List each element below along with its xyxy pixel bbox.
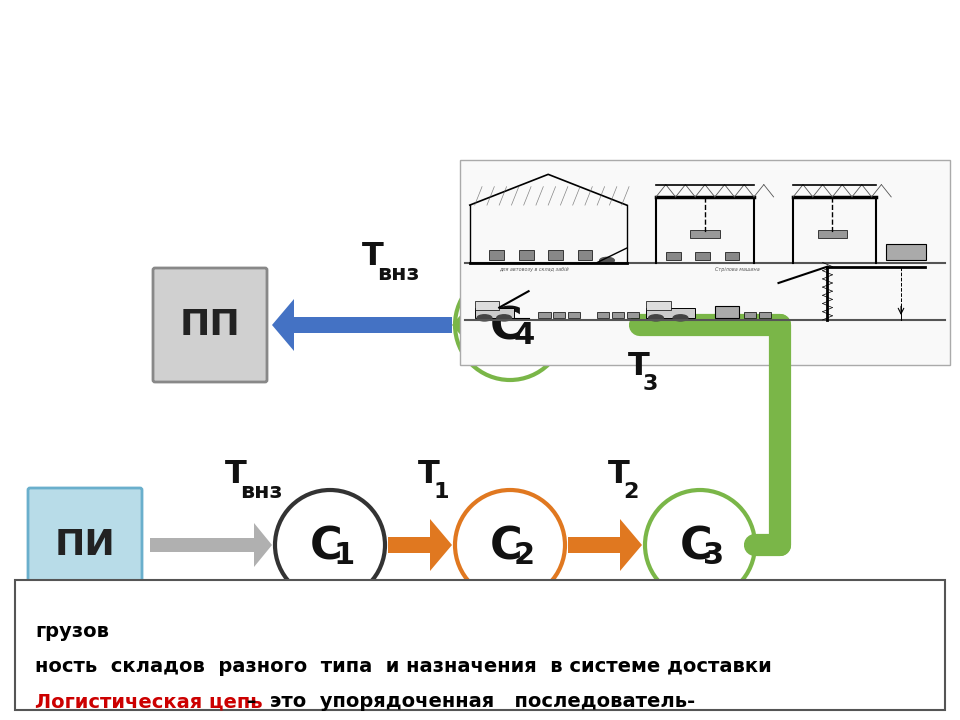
Text: 3: 3 — [704, 541, 725, 570]
Text: ПП: ПП — [180, 308, 240, 342]
Text: 3: 3 — [643, 374, 659, 394]
FancyBboxPatch shape — [460, 160, 950, 365]
Polygon shape — [452, 299, 640, 351]
Text: грузов: грузов — [35, 622, 109, 641]
Text: 2: 2 — [623, 482, 638, 502]
Text: внз: внз — [240, 482, 282, 502]
Text: внз: внз — [377, 264, 420, 284]
Text: Логистическая цепь: Логистическая цепь — [35, 692, 263, 711]
Circle shape — [455, 270, 565, 380]
Text: С: С — [490, 526, 522, 569]
Text: С: С — [310, 526, 343, 569]
FancyBboxPatch shape — [28, 488, 142, 602]
Text: С: С — [490, 305, 522, 348]
Text: Т: Т — [608, 459, 630, 490]
Text: ПИ: ПИ — [55, 528, 115, 562]
Text: ность  складов  разного  типа  и назначения  в системе доставки: ность складов разного типа и назначения … — [35, 657, 772, 676]
Polygon shape — [388, 519, 452, 571]
Text: Т: Т — [628, 351, 650, 382]
Circle shape — [275, 490, 385, 600]
Text: С: С — [680, 526, 712, 569]
FancyBboxPatch shape — [15, 580, 945, 710]
Text: 2: 2 — [514, 541, 535, 570]
Circle shape — [645, 490, 755, 600]
Text: Т: Т — [225, 459, 247, 490]
Polygon shape — [272, 299, 452, 351]
Text: Т: Т — [418, 459, 440, 490]
Text: 1: 1 — [333, 541, 354, 570]
Polygon shape — [150, 523, 272, 567]
Text: 4: 4 — [514, 320, 535, 349]
Text: –  это  упорядоченная   последователь-: – это упорядоченная последователь- — [240, 692, 695, 711]
Polygon shape — [568, 519, 642, 571]
Text: 1: 1 — [433, 482, 448, 502]
FancyBboxPatch shape — [153, 268, 267, 382]
Circle shape — [455, 490, 565, 600]
Text: Т: Т — [362, 241, 384, 272]
